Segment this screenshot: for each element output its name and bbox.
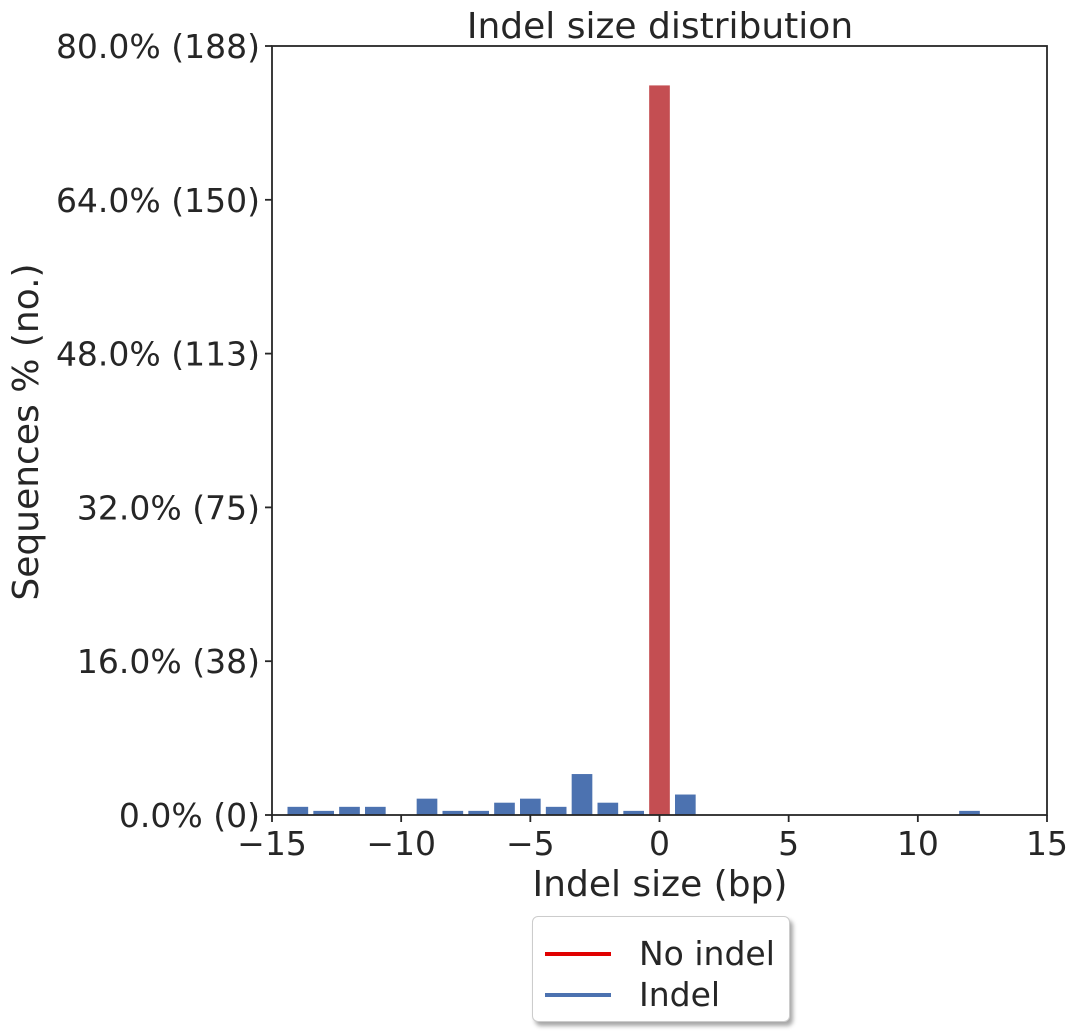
x-tick-label: −15 <box>237 824 307 863</box>
bars-group <box>287 85 980 815</box>
y-tick-label: 80.0% (188) <box>56 27 260 66</box>
bar-indel-m6 <box>494 802 515 815</box>
y-tick-label: 64.0% (150) <box>56 181 260 220</box>
legend-item-no-indel: No indel <box>533 934 789 974</box>
x-axis-label: Indel size (bp) <box>533 864 788 905</box>
legend: No indel Indel <box>532 916 790 1022</box>
bar-indel-m3 <box>571 774 593 815</box>
x-tick-label: 0 <box>649 824 670 863</box>
bar-indel-12 <box>959 810 980 815</box>
bar-indel-m5 <box>520 798 541 815</box>
legend-item-indel: Indel <box>533 975 789 1015</box>
x-tick-label: 10 <box>897 824 939 863</box>
legend-label-indel: Indel <box>639 975 721 1014</box>
legend-swatch-no-indel <box>545 952 611 956</box>
x-tick-label: −10 <box>366 824 436 863</box>
bar-indel-m9 <box>416 798 438 815</box>
x-tick-label: −5 <box>506 824 555 863</box>
bar-indel-m2 <box>597 802 619 815</box>
bar-indel-m13 <box>313 810 334 815</box>
bar-indel-m14 <box>287 806 309 815</box>
legend-swatch-indel <box>545 993 611 997</box>
y-tick-label: 32.0% (75) <box>77 488 260 527</box>
axes-group: −15 −10 −5 0 5 10 15 0.0% (0) 16.0% (38) 32.0% (7… <box>56 27 1068 863</box>
y-axis-label: Sequences % (no.) <box>6 263 47 600</box>
y-tick-label: 16.0% (38) <box>77 642 260 681</box>
y-tick-label: 48.0% (113) <box>56 335 260 374</box>
bar-indel-m8 <box>442 810 464 815</box>
bar-indel-m7 <box>468 810 489 815</box>
x-tick-label: 5 <box>778 824 799 863</box>
chart-title: Indel size distribution <box>467 6 853 47</box>
bar-indel-m12 <box>339 806 360 815</box>
bar-indel-m4 <box>545 806 567 815</box>
bar-indel-1 <box>675 794 696 815</box>
bar-indel-m11 <box>365 806 386 815</box>
legend-label-no-indel: No indel <box>639 934 775 973</box>
bar-indel-m1 <box>623 810 644 815</box>
x-tick-label: 15 <box>1026 824 1068 863</box>
y-tick-label: 0.0% (0) <box>119 796 260 835</box>
bar-no-indel-0 <box>649 85 670 815</box>
